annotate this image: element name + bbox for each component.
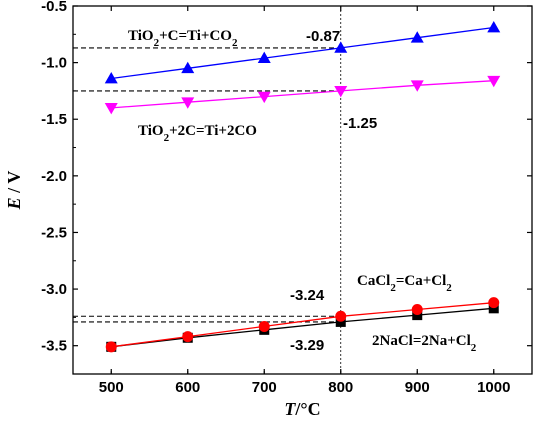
marker-cacl2 [335,310,347,322]
marker-tio2-2c [487,75,501,88]
series-lines [111,26,494,348]
y-axis-title: E / V [4,171,24,211]
axis-titles: T/°C E / V [4,171,321,419]
marker-tio2-2c [334,86,348,98]
x-tick-label: 600 [175,379,200,396]
value-label-tio2-2c: -1.25 [343,115,377,132]
annotations: TiO2+C=Ti+CO2 TiO2+2C=Ti+2CO CaCl2=Ca+Cl2 2… [128,28,477,354]
y-tick-label: -3.5 [41,338,67,355]
series-markers [104,21,501,353]
x-tick-label: 800 [328,379,353,396]
y-tick-label: -2.0 [41,168,67,185]
y-tick-label: -1.0 [41,55,67,72]
series-line-tio2-c [111,26,494,80]
marker-tio2-2c [104,103,118,115]
marker-cacl2 [258,320,270,332]
marker-nacl [335,316,346,327]
plot-frame [72,5,533,375]
x-axis-title: T/°C [284,399,320,419]
reaction-label-cacl2: CaCl2=Ca+Cl2 [357,273,452,294]
x-tick-label: 700 [252,379,277,396]
series-line-nacl [111,307,494,348]
marker-tio2-c [104,71,118,84]
reaction-label-tio2-c: TiO2+C=Ti+CO2 [128,28,238,49]
y-tick-label: -2.5 [41,224,67,241]
marker-tio2-2c [257,91,271,104]
x-tick-label: 500 [99,379,124,396]
value-label-cacl2: -3.24 [290,287,325,304]
marker-cacl2 [488,297,500,309]
plot-area-border [72,5,533,375]
value-label-nacl: -3.29 [290,337,324,354]
marker-cacl2 [411,303,423,315]
series-line-cacl2 [111,302,494,348]
marker-tio2-2c [181,97,195,109]
marker-nacl [488,303,499,314]
reaction-label-nacl: 2NaCl=2Na+Cl2 [372,333,477,354]
x-tick-label: 900 [405,379,430,396]
x-tick-label: 1000 [477,379,510,396]
series-line-tio2-2c [111,80,494,109]
marker-tio2-2c [410,80,424,92]
marker-tio2-c [181,61,195,74]
axis-ticks: 500 600 700 800 900 1000 -0.5 -1.0 -1.5 -2.0 -2.5 -… [41,0,532,396]
marker-tio2-c [257,51,271,63]
marker-cacl2 [182,331,194,343]
y-tick-label: -1.5 [41,111,67,128]
value-label-tio2-c: -0.87 [306,28,340,45]
marker-tio2-c [334,41,348,53]
reaction-label-tio2-2c: TiO2+2C=Ti+2CO [138,123,257,144]
marker-nacl [412,310,423,321]
marker-tio2-c [487,21,501,33]
marker-tio2-c [410,31,424,43]
y-tick-label: -0.5 [41,0,67,15]
reference-lines [73,6,342,374]
marker-cacl2 [105,341,117,353]
y-tick-label: -3.0 [41,281,67,298]
